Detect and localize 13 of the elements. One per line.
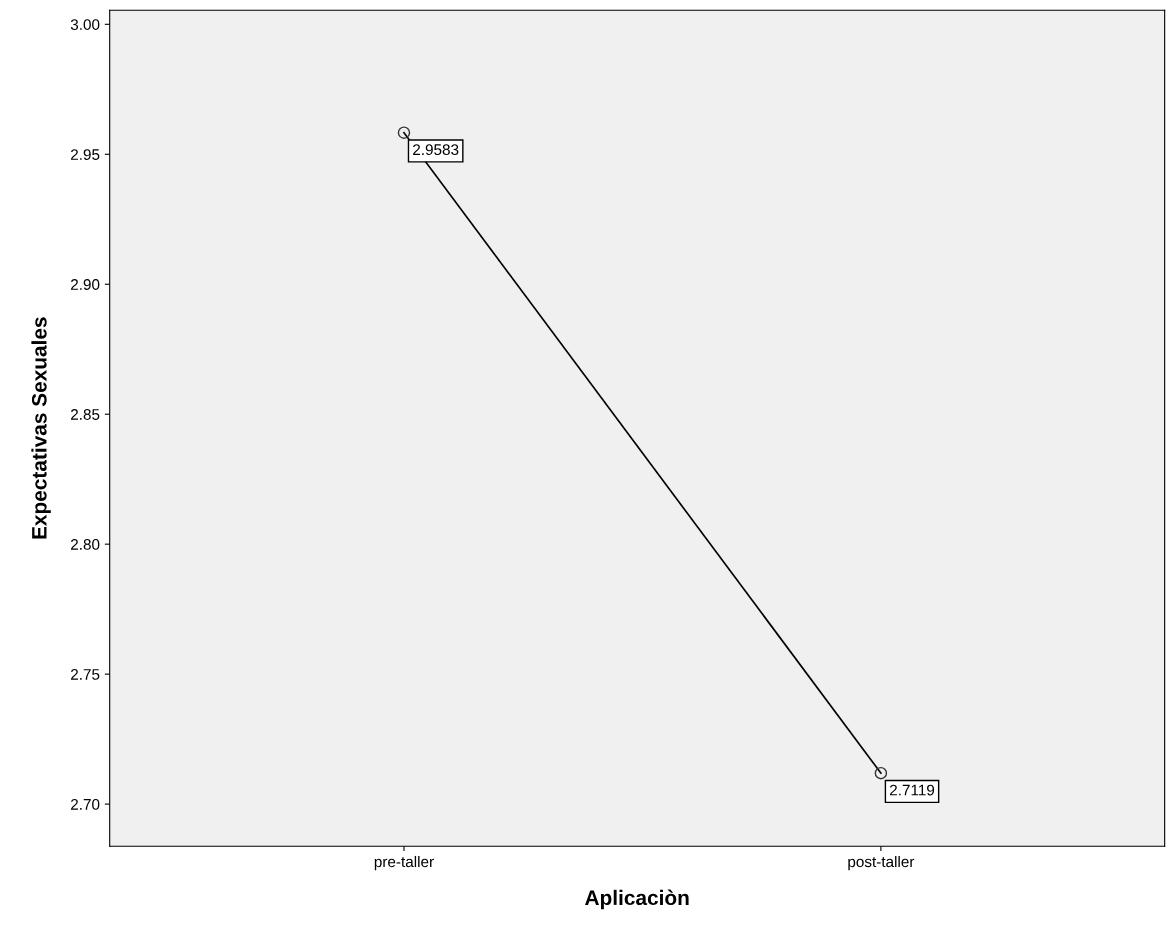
data-label: 2.7119 — [889, 784, 935, 796]
y-tick-label: 2.95 — [71, 149, 100, 160]
y-tick-label: 2.80 — [71, 539, 100, 550]
y-axis-title: Expectativas Sexuales — [31, 317, 51, 539]
y-tick-label: 2.75 — [71, 669, 100, 680]
x-tick-label: post-taller — [848, 855, 915, 871]
y-tick-label: 3.00 — [70, 19, 100, 30]
data-label: 2.9583 — [413, 144, 459, 156]
y-tick-label: 2.90 — [71, 279, 100, 290]
x-axis-title: Aplicaciòn — [585, 889, 689, 910]
y-tick-label: 2.70 — [71, 798, 100, 810]
x-tick-label: pre-taller — [374, 855, 434, 871]
y-tick-label: 2.85 — [71, 409, 100, 420]
